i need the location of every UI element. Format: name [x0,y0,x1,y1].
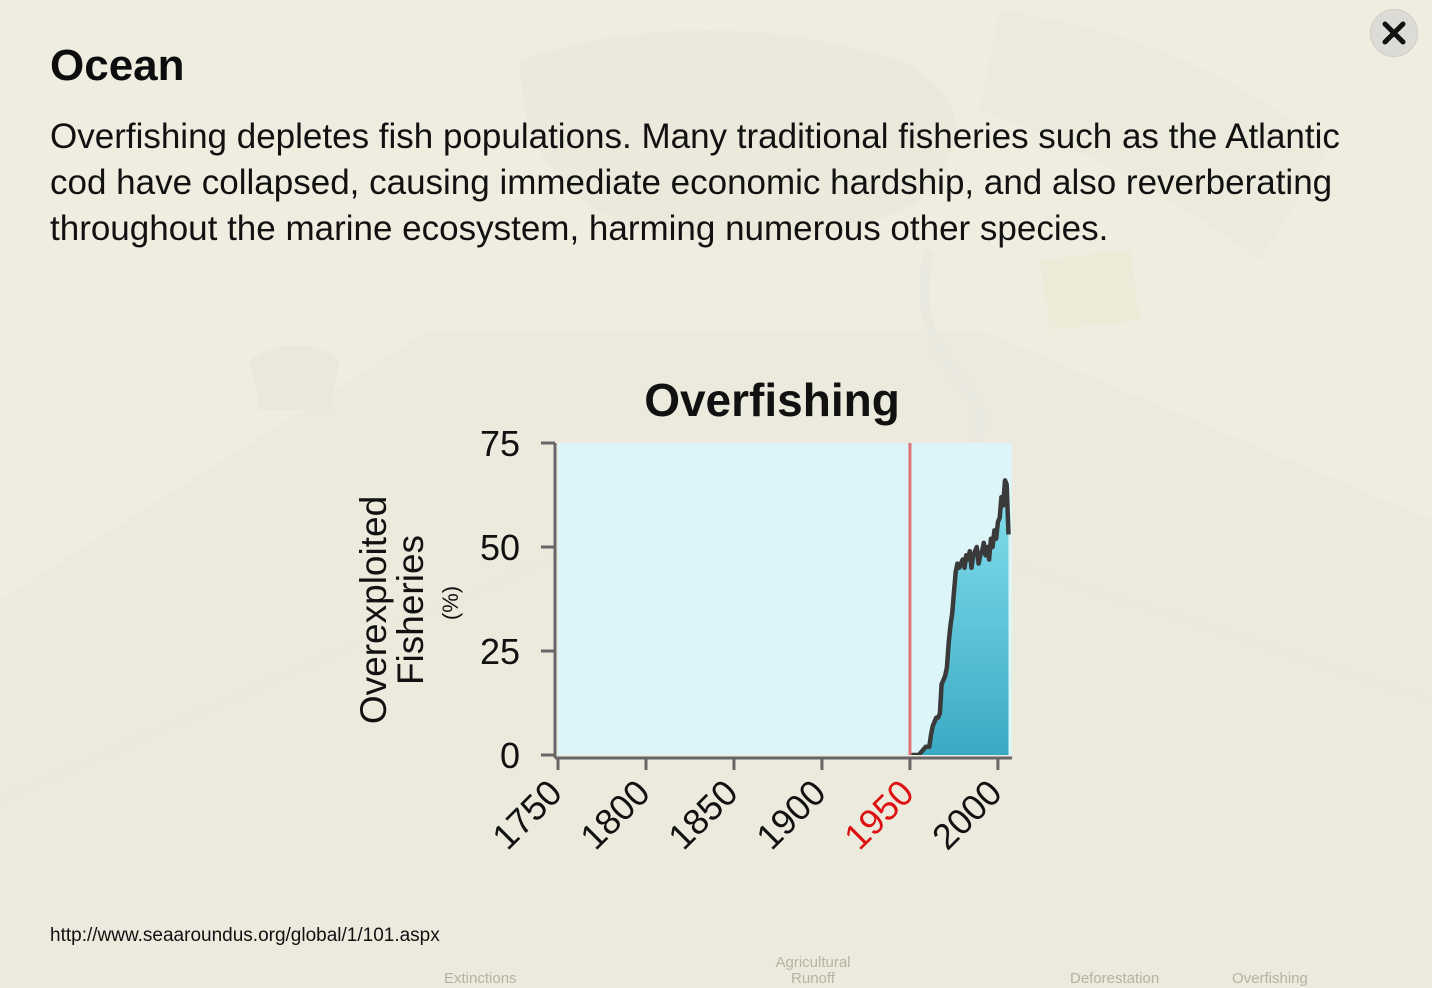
close-icon [1382,21,1406,45]
x-tick-label-2000: 2000 [924,772,1010,858]
x-tick-label-1850: 1850 [660,772,746,858]
source-link[interactable]: http://www.seaaroundus.org/global/1/101.… [50,925,440,946]
bg-label-agricultural-runoff: Agricultural Runoff [775,954,851,987]
modal-description: Overfishing depletes fish populations. M… [50,117,1340,248]
y-tick-label-50: 50 [480,527,520,568]
y-tick-label-75: 75 [480,423,520,464]
x-tick-label-1950: 1950 [836,772,922,858]
y-axis-label: OverexploitedFisheries [353,496,431,724]
chart-title: Overfishing [644,374,900,426]
series-line [909,478,1011,755]
y-tick-label-25: 25 [480,631,520,672]
bg-label-deforestation: Deforestation [1070,970,1160,987]
x-tick-label-1900: 1900 [748,772,834,858]
x-tick-label-1800: 1800 [572,772,658,858]
y-axis-unit: (%) [438,586,463,620]
modal-title: Ocean [50,41,185,90]
bg-label-extinctions: Extinctions [444,970,517,987]
close-button[interactable] [1370,9,1418,57]
overfishing-chart: Overfishing 0 25 50 75 1750 1800 1850 1900 1950 20… [353,374,1012,858]
bg-label-overfishing: Overfishing [1232,970,1308,987]
x-tick-label-1750: 1750 [484,772,570,858]
plot-background [558,443,1012,755]
y-tick-label-0: 0 [500,735,520,776]
